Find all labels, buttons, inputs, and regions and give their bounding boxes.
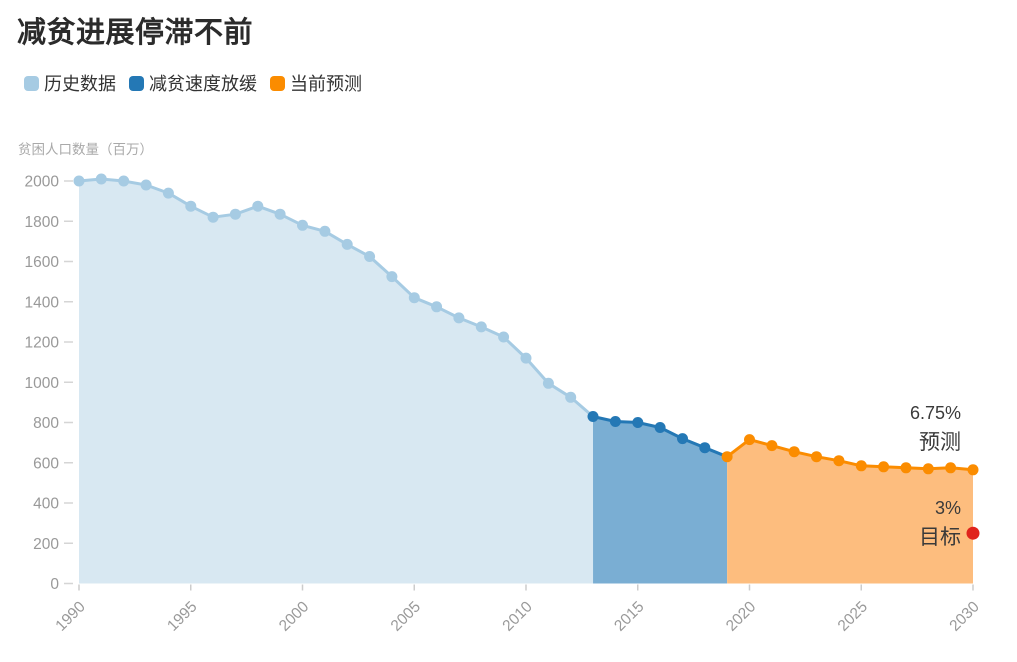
- legend-label-forecast: 当前预测: [290, 74, 362, 94]
- data-point: [341, 238, 353, 250]
- y-tick-label: 2000: [25, 174, 60, 191]
- data-point: [386, 271, 398, 283]
- data-point: [475, 321, 487, 333]
- y-tick-label: 200: [33, 536, 59, 553]
- data-point: [319, 225, 331, 237]
- legend-item-forecast: 当前预测: [270, 70, 362, 96]
- data-point: [811, 451, 822, 463]
- x-tick-label: 1995: [164, 598, 200, 634]
- x-tick-label: 2015: [611, 598, 647, 634]
- data-point: [855, 460, 867, 472]
- data-point: [565, 391, 577, 403]
- x-tick-label: 2030: [946, 598, 983, 635]
- legend: 历史数据 减贫速度放缓 当前预测: [24, 70, 362, 96]
- data-point: [833, 455, 845, 467]
- data-point: [408, 292, 420, 304]
- data-point: [744, 434, 755, 446]
- legend-swatch-slowdown: [129, 75, 144, 91]
- area-historical: [79, 179, 594, 584]
- data-point: [699, 442, 711, 454]
- data-point: [229, 208, 241, 220]
- y-tick-label: 600: [33, 455, 59, 472]
- data-point: [274, 208, 286, 220]
- annotation-target-label: 3% 目标: [919, 498, 961, 549]
- x-tick-label: 1990: [52, 598, 89, 635]
- data-point: [632, 417, 644, 428]
- y-tick-label: 1400: [25, 294, 60, 311]
- data-point: [721, 451, 733, 463]
- data-point: [185, 200, 197, 212]
- data-point: [542, 377, 554, 389]
- data-point: [162, 187, 174, 199]
- x-tick-label: 2025: [835, 598, 871, 634]
- legend-item-historical: 历史数据: [24, 70, 116, 96]
- data-point: [967, 464, 979, 476]
- legend-label-slowdown: 减贫速度放缓: [149, 74, 257, 94]
- data-point: [609, 416, 621, 427]
- y-tick-label: 1600: [25, 254, 60, 271]
- annotation-line: 目标: [919, 526, 961, 549]
- x-tick-label: 2010: [499, 598, 536, 635]
- y-axis-title: 贫困人口数量（百万）: [18, 142, 153, 157]
- data-point: [900, 462, 912, 474]
- data-point: [431, 301, 443, 313]
- data-point: [788, 446, 800, 458]
- legend-item-slowdown: 减贫速度放缓: [129, 70, 257, 96]
- markers-historical: [73, 173, 577, 403]
- area-slowdown: [593, 416, 728, 584]
- legend-label-historical: 历史数据: [44, 74, 116, 94]
- y-tick-label: 1000: [25, 375, 60, 392]
- data-point: [207, 211, 219, 223]
- y-tick-label: 400: [33, 496, 59, 513]
- markers-slowdown: [587, 411, 711, 454]
- y-tick-label: 0: [50, 576, 59, 593]
- data-point: [677, 433, 688, 445]
- annotation-line: 6.75%: [910, 403, 961, 423]
- x-tick-label: 2020: [723, 598, 760, 635]
- data-point: [95, 173, 107, 185]
- legend-swatch-forecast: [270, 75, 285, 91]
- y-tick-label: 1800: [25, 214, 60, 231]
- data-point: [945, 462, 957, 474]
- annotation-forecast-label: 6.75% 预测: [910, 403, 961, 454]
- area-forecast: [727, 439, 973, 584]
- x-axis: 1990 1995 2000 2005 2010 2015 2020 2025 2030: [52, 584, 983, 635]
- data-point: [73, 175, 85, 187]
- data-point: [453, 312, 465, 324]
- data-point: [252, 200, 264, 212]
- data-point: [364, 251, 376, 262]
- y-axis: 0 200 400 600 800 1000 1200 1400 1600 1800 2000: [25, 174, 73, 593]
- annotation-line: 预测: [919, 431, 961, 454]
- legend-swatch-historical: [24, 75, 39, 91]
- data-point: [140, 179, 152, 191]
- data-point: [922, 463, 934, 475]
- annotation-line: 3%: [935, 498, 961, 518]
- y-tick-label: 1200: [25, 335, 60, 352]
- data-point: [878, 461, 890, 473]
- data-point: [587, 411, 599, 422]
- data-point: [520, 352, 532, 364]
- data-point: [766, 440, 778, 452]
- data-point: [118, 175, 130, 187]
- x-tick-label: 2005: [388, 598, 424, 634]
- data-point: [654, 422, 666, 433]
- markers-forecast: [721, 434, 979, 476]
- x-tick-label: 2000: [276, 598, 313, 635]
- data-point: [297, 219, 308, 231]
- page-title: 减贫进展停滞不前: [17, 17, 254, 49]
- data-point: [498, 331, 510, 343]
- target-point-marker: [966, 526, 980, 540]
- y-tick-label: 800: [33, 415, 59, 432]
